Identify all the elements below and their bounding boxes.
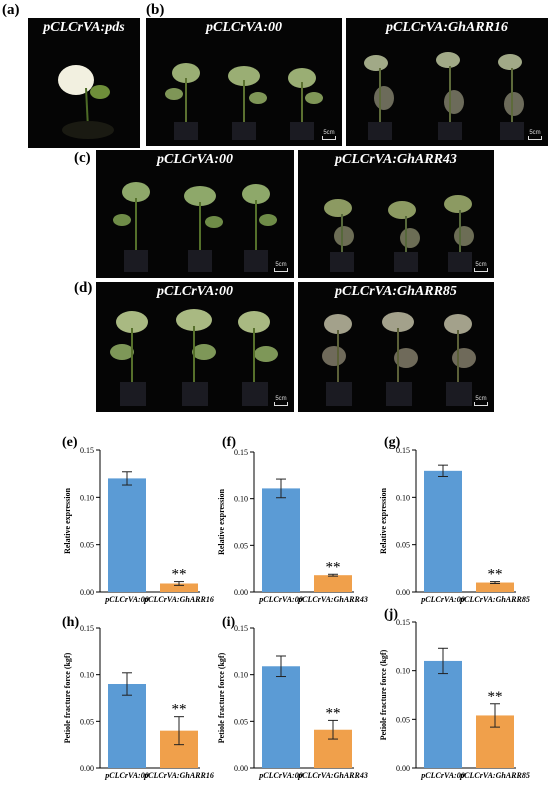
y-tick-label: 0.15	[80, 446, 94, 455]
plant-illustration	[113, 182, 277, 272]
photo-title-a: pCLCrVA:pds	[43, 20, 125, 35]
y-tick-label: 0.05	[80, 541, 94, 550]
significance-marker: **	[172, 702, 187, 718]
y-tick-label: 0.00	[80, 588, 94, 597]
scale-bar: 5cm	[274, 262, 288, 272]
photo-panel-c-control: pCLCrVA:00 5cm	[96, 150, 294, 278]
y-tick-label: 0.10	[234, 495, 248, 504]
bar-pCLCrVA:00	[262, 666, 300, 768]
y-tick-label: 0.15	[396, 446, 410, 455]
y-tick-label: 0.15	[234, 624, 248, 633]
plant-illustration	[165, 63, 323, 140]
bar-pCLCrVA:00	[424, 470, 462, 592]
scale-bar: 5cm	[474, 396, 488, 406]
plant-illustration	[58, 65, 114, 139]
y-tick-label: 0.10	[80, 671, 94, 680]
x-tick-label: pCLCrVA:00	[258, 771, 302, 780]
bar-pCLCrVA:GhARR16	[160, 583, 198, 592]
x-tick-label: pCLCrVA:GhARR43	[297, 771, 368, 780]
chart-letter-f: (f)	[222, 435, 236, 450]
significance-marker: **	[326, 705, 341, 721]
x-tick-label: pCLCrVA:00	[420, 595, 464, 604]
plant-illustration	[110, 309, 278, 406]
significance-marker: **	[326, 559, 341, 575]
panel-letter-c: (c)	[74, 150, 91, 166]
x-tick-label: pCLCrVA:GhARR16	[143, 771, 214, 780]
x-tick-label: pCLCrVA:GhARR16	[143, 595, 214, 604]
x-tick-label: pCLCrVA:GhARR85	[459, 595, 530, 604]
photo-title-d-treatment: pCLCrVA:GhARR85	[335, 284, 457, 299]
plant-illustration	[364, 52, 524, 140]
plant-illustration	[322, 312, 476, 406]
y-axis-label: Petiole fracture force (kgf)	[63, 652, 72, 743]
y-tick-label: 0.10	[234, 671, 248, 680]
x-tick-label: pCLCrVA:00	[104, 595, 148, 604]
scale-bar: 5cm	[274, 396, 288, 406]
y-tick-label: 0.05	[396, 541, 410, 550]
scale-bar: 5cm	[474, 262, 488, 272]
y-tick-label: 0.10	[396, 493, 410, 502]
y-tick-label: 0.00	[396, 588, 410, 597]
y-tick-label: 0.10	[396, 667, 410, 676]
chart-letter-j: (j)	[384, 607, 398, 622]
panel-letter-d: (d)	[74, 280, 93, 296]
chart-letter-g: (g)	[384, 435, 401, 450]
y-axis-label: Relative expression	[63, 488, 72, 554]
photo-panel-b-control: pCLCrVA:00 5cm	[146, 18, 342, 146]
y-tick-label: 0.15	[234, 448, 248, 457]
photo-panel-d-control: pCLCrVA:00 5cm	[96, 282, 294, 412]
x-tick-label: pCLCrVA:GhARR85	[459, 771, 530, 780]
photo-panel-b-treatment: pCLCrVA:GhARR16 5cm	[346, 18, 548, 146]
photo-panel-c-treatment: pCLCrVA:GhARR43 5cm	[298, 150, 494, 278]
bar-pCLCrVA:00	[108, 478, 146, 592]
y-tick-label: 0.05	[234, 541, 248, 550]
scale-bar: 5cm	[322, 130, 336, 140]
y-tick-label: 0.00	[234, 764, 248, 773]
bar-pCLCrVA:GhARR85	[476, 582, 514, 592]
plant-illustration	[324, 195, 474, 272]
chart-letter-h: (h)	[62, 615, 79, 630]
scale-bar: 5cm	[528, 130, 542, 140]
y-tick-label: 0.00	[234, 588, 248, 597]
y-axis-label: Petiole fracture force (kgf)	[379, 649, 388, 740]
y-tick-label: 0.15	[396, 618, 410, 627]
bar-pCLCrVA:00	[424, 660, 462, 768]
y-axis-label: Relative expression	[379, 488, 388, 554]
y-tick-label: 0.00	[80, 764, 94, 773]
bar-pCLCrVA:00	[262, 488, 300, 592]
photo-title-c-control: pCLCrVA:00	[157, 152, 233, 167]
significance-marker: **	[488, 567, 503, 583]
bar-pCLCrVA:00	[108, 684, 146, 768]
photo-panel-d-treatment: pCLCrVA:GhARR85 5cm	[298, 282, 494, 412]
chart-letter-e: (e)	[62, 435, 78, 450]
y-tick-label: 0.05	[396, 715, 410, 724]
y-tick-label: 0.10	[80, 493, 94, 502]
photo-title-b-control: pCLCrVA:00	[206, 20, 282, 35]
y-axis-label: Petiole fracture force (kgf)	[217, 652, 226, 743]
x-tick-label: pCLCrVA:00	[420, 771, 464, 780]
y-tick-label: 0.05	[234, 717, 248, 726]
x-tick-label: pCLCrVA:00	[104, 771, 148, 780]
bar-pCLCrVA:GhARR43	[314, 575, 352, 592]
y-tick-label: 0.15	[80, 624, 94, 633]
photo-title-c-treatment: pCLCrVA:GhARR43	[335, 152, 457, 167]
y-tick-label: 0.00	[396, 764, 410, 773]
chart-letter-i: (i)	[222, 615, 236, 630]
significance-marker: **	[488, 689, 503, 705]
y-tick-label: 0.05	[80, 717, 94, 726]
x-tick-label: pCLCrVA:00	[258, 595, 302, 604]
x-tick-label: pCLCrVA:GhARR43	[297, 595, 368, 604]
photo-title-d-control: pCLCrVA:00	[157, 284, 233, 299]
photo-title-b-treatment: pCLCrVA:GhARR16	[386, 20, 508, 35]
photo-panel-a: pCLCrVA:pds	[28, 18, 140, 148]
panel-letter-b: (b)	[146, 2, 165, 18]
significance-marker: **	[172, 567, 187, 583]
y-axis-label: Relative expression	[217, 489, 226, 555]
panel-letter-a: (a)	[2, 2, 20, 18]
